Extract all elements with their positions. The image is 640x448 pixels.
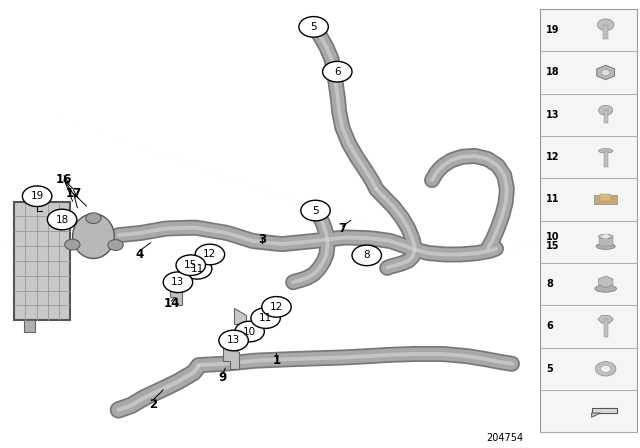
Circle shape [600, 365, 611, 372]
Text: 12: 12 [204, 250, 216, 259]
Text: 12: 12 [270, 302, 283, 312]
Bar [598, 237, 612, 246]
Circle shape [301, 200, 330, 221]
Circle shape [86, 213, 101, 224]
Polygon shape [234, 308, 246, 332]
Text: 4: 4 [136, 248, 143, 261]
Text: 13: 13 [172, 277, 184, 287]
Bar [604, 110, 607, 123]
Ellipse shape [598, 149, 612, 153]
Ellipse shape [595, 285, 616, 292]
Polygon shape [591, 408, 617, 413]
Text: 11: 11 [259, 313, 272, 323]
Circle shape [251, 308, 280, 328]
Circle shape [597, 19, 614, 30]
Text: 18: 18 [56, 215, 68, 224]
Circle shape [299, 17, 328, 37]
Circle shape [47, 209, 77, 230]
Circle shape [108, 240, 124, 250]
Text: 15: 15 [184, 260, 197, 270]
Text: 2: 2 [150, 397, 157, 411]
Text: 14: 14 [163, 297, 180, 310]
Bar [594, 195, 617, 204]
Ellipse shape [596, 243, 615, 250]
Polygon shape [223, 343, 239, 369]
Circle shape [176, 255, 205, 276]
Bar [604, 319, 607, 337]
Bar [24, 320, 35, 332]
Circle shape [595, 362, 616, 376]
Bar [604, 151, 607, 167]
Circle shape [195, 244, 225, 265]
Text: 9: 9 [219, 370, 227, 384]
Polygon shape [598, 276, 613, 288]
Circle shape [219, 330, 248, 351]
Text: 19: 19 [546, 25, 559, 35]
Text: 8: 8 [364, 250, 370, 260]
Text: 5: 5 [310, 22, 317, 32]
Circle shape [602, 234, 609, 239]
Text: 17: 17 [65, 187, 82, 200]
Text: 18: 18 [546, 68, 559, 78]
Text: 12: 12 [546, 152, 559, 162]
Bar [540, 9, 637, 432]
Polygon shape [598, 315, 613, 323]
Text: 13: 13 [546, 110, 559, 120]
Circle shape [352, 245, 381, 266]
Text: 11: 11 [191, 264, 204, 274]
Text: 16: 16 [56, 172, 72, 186]
Text: 10
15: 10 15 [546, 233, 559, 251]
Circle shape [235, 321, 264, 342]
Ellipse shape [73, 214, 114, 258]
Circle shape [323, 61, 352, 82]
Text: 5: 5 [546, 364, 553, 374]
Text: 6: 6 [546, 322, 553, 332]
Circle shape [163, 272, 193, 293]
Ellipse shape [598, 234, 612, 239]
Bar [600, 194, 611, 201]
Circle shape [65, 239, 80, 250]
Circle shape [598, 105, 612, 115]
Text: 7: 7 [339, 222, 346, 235]
Text: 6: 6 [334, 67, 340, 77]
Polygon shape [591, 413, 600, 418]
Bar [14, 202, 70, 320]
Text: 3: 3 [259, 233, 266, 246]
Text: 204754: 204754 [486, 433, 524, 443]
Text: 19: 19 [31, 191, 44, 201]
Polygon shape [597, 65, 614, 80]
Text: 10: 10 [243, 327, 256, 336]
Bar [603, 25, 608, 39]
Circle shape [22, 186, 52, 207]
Polygon shape [170, 281, 182, 305]
Circle shape [262, 297, 291, 317]
Text: 13: 13 [227, 336, 240, 345]
Text: 5: 5 [312, 206, 319, 215]
Text: 1: 1 [273, 354, 280, 367]
Text: 11: 11 [546, 194, 559, 204]
Circle shape [182, 258, 212, 279]
Circle shape [601, 69, 610, 76]
Text: 8: 8 [546, 279, 553, 289]
